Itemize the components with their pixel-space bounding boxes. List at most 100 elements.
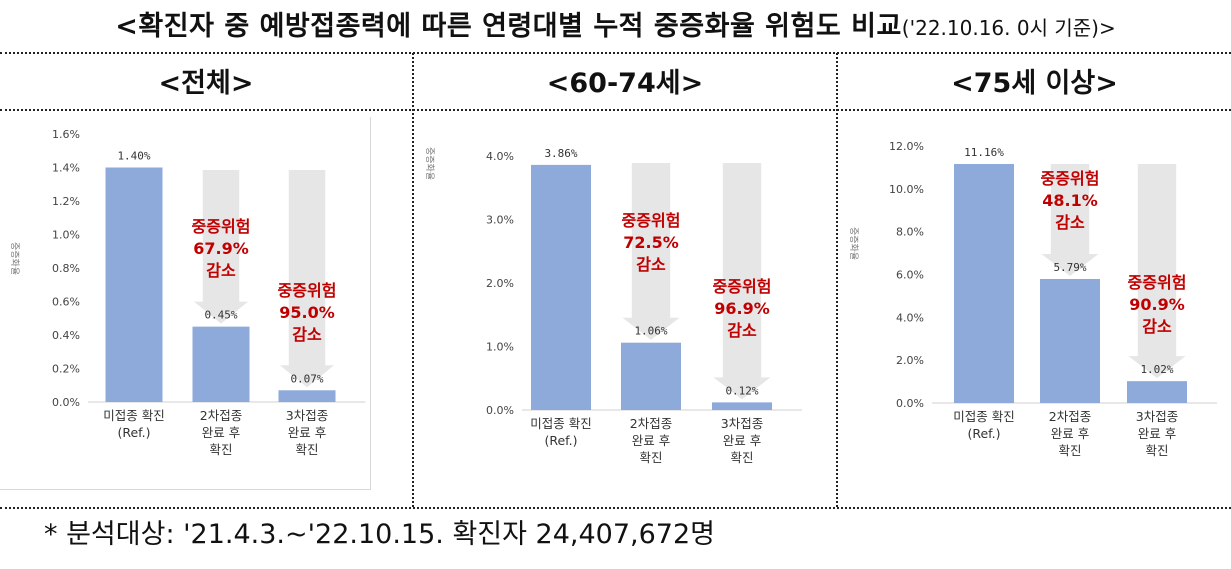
header-divider (0, 109, 1231, 111)
footnote: * 분석대상: '21.4.3.~'22.10.15. 확진자 24,407,6… (44, 519, 715, 550)
y-tick-label: 1.0% (486, 341, 514, 354)
y-tick-label: 12.0% (889, 140, 924, 153)
decrease-arrow (193, 170, 249, 324)
decrease-arrow (713, 163, 771, 400)
y-tick-label: 4.0% (896, 311, 924, 324)
bar (278, 390, 336, 402)
bar-value-label: 11.16% (964, 146, 1004, 159)
bar-value-label: 5.79% (1053, 261, 1086, 274)
chart-60-74: 0.0% 1.0% 2.0% 3.0% 4.0% 중증화율 3.86% 미접종 확진 (Ref.… (414, 112, 836, 504)
category-label: (Ref.) (544, 433, 577, 448)
y-axis-title: 중증화율 (424, 147, 435, 180)
risk-reduction-label: 72.5% (623, 233, 679, 252)
y-tick-label: 1.4% (52, 162, 80, 175)
category-label: 2차접종 (200, 408, 242, 423)
panel-divider-2 (836, 53, 838, 507)
decrease-arrow (279, 170, 335, 388)
risk-reduction-label: 중증위험 (278, 281, 337, 300)
decrease-arrow (1128, 164, 1186, 379)
bar (531, 164, 591, 410)
category-label: 미접종 확진 (103, 408, 164, 423)
category-label: 확진 (1058, 443, 1081, 458)
category-label: 완료 후 (1051, 426, 1089, 441)
y-tick-label: 1.6% (52, 128, 80, 141)
risk-reduction-label: 중증위험 (1128, 273, 1187, 292)
category-label: 완료 후 (723, 433, 761, 448)
y-tick-label: 0.0% (896, 397, 924, 410)
bar (712, 402, 772, 410)
page-title: <확진자 중 예방접종력에 따른 연령대별 누적 중증화율 위험도 비교('22… (0, 4, 1231, 44)
y-tick-label: 8.0% (896, 226, 924, 239)
risk-reduction-label: 90.9% (1129, 295, 1185, 314)
category-label: 3차접종 (721, 416, 763, 431)
category-label: 확진 (295, 442, 318, 457)
risk-reduction-label: 감소 (206, 261, 236, 280)
bar-value-label: 0.12% (725, 384, 758, 397)
y-tick-label: 6.0% (896, 269, 924, 282)
risk-reduction-label: 감소 (1142, 317, 1172, 336)
chart-frame-all (0, 117, 371, 490)
risk-reduction-label: 중증위험 (1041, 169, 1100, 188)
y-tick-label: 1.0% (52, 229, 80, 242)
bar-value-label: 3.86% (544, 147, 577, 160)
chart-60-74-svg: 0.0% 1.0% 2.0% 3.0% 4.0% 중증화율 3.86% 미접종 확진 (Ref.… (424, 147, 802, 465)
category-label: 3차접종 (286, 408, 328, 423)
category-label: 완료 후 (632, 433, 670, 448)
y-axis-title: 중증화율 (9, 242, 20, 275)
category-label: (Ref.) (967, 426, 1000, 441)
y-tick-label: 2.0% (896, 354, 924, 367)
bar (621, 342, 681, 410)
chart-75-plus-svg: 0.0% 2.0% 4.0% 6.0% 8.0% 10.0% 12.0% 중증화율 11.16%… (848, 140, 1217, 458)
risk-reduction-label: 중증위험 (622, 211, 681, 230)
y-tick-label: 10.0% (889, 183, 924, 196)
category-label: 완료 후 (202, 425, 240, 440)
y-tick-label: 0.0% (52, 396, 80, 409)
chart-75-plus: 0.0% 2.0% 4.0% 6.0% 8.0% 10.0% 12.0% 중증화율 11.16%… (838, 112, 1231, 504)
risk-reduction-label: 48.1% (1042, 191, 1098, 210)
category-label: 확진 (639, 450, 662, 465)
decrease-arrow (1041, 164, 1099, 276)
bar-value-label: 1.06% (634, 325, 667, 338)
category-label: 확진 (1145, 443, 1168, 458)
category-label: 확진 (209, 442, 232, 457)
chart-all: 0.0% 0.2% 0.4% 0.6% 0.8% 1.0% 1.2% 1.4% 1.6% 중증화율… (0, 112, 412, 504)
chart-all-svg: 0.0% 0.2% 0.4% 0.6% 0.8% 1.0% 1.2% 1.4% 1.6% 중증화율… (9, 128, 366, 457)
bar (105, 167, 163, 402)
category-label: 확진 (730, 450, 753, 465)
panel-title-75-plus: <75세 이상> (951, 68, 1118, 99)
category-label: 3차접종 (1136, 409, 1178, 424)
risk-reduction-label: 중증위험 (192, 217, 251, 236)
panel-title-all: <전체> (158, 68, 254, 99)
bar (954, 163, 1014, 403)
title-main: <확진자 중 예방접종력에 따른 연령대별 누적 중증화율 위험도 비교 (115, 11, 902, 42)
bar-value-label: 0.45% (204, 309, 237, 322)
risk-reduction-label: 감소 (292, 325, 322, 344)
risk-reduction-label: 중증위험 (713, 277, 772, 296)
decrease-arrow (622, 163, 680, 340)
bar (192, 326, 250, 402)
bar (1127, 381, 1187, 403)
y-tick-label: 3.0% (486, 214, 514, 227)
y-tick-label: 0.6% (52, 296, 80, 309)
category-label: 미접종 확진 (953, 409, 1014, 424)
risk-reduction-label: 감소 (1055, 213, 1085, 232)
risk-reduction-label: 감소 (727, 321, 757, 340)
bar-value-label: 1.02% (1140, 363, 1173, 376)
category-label: 미접종 확진 (530, 416, 591, 431)
category-label: 2차접종 (630, 416, 672, 431)
y-tick-label: 4.0% (486, 150, 514, 163)
category-label: (Ref.) (117, 425, 150, 440)
title-date: ('22.10.16. 0시 기준)> (901, 16, 1116, 40)
y-tick-label: 0.2% (52, 363, 80, 376)
category-label: 2차접종 (1049, 409, 1091, 424)
risk-reduction-label: 67.9% (193, 239, 249, 258)
risk-reduction-label: 감소 (636, 255, 666, 274)
y-tick-label: 0.8% (52, 262, 80, 275)
panel-title-60-74: <60-74세> (546, 68, 704, 99)
category-label: 완료 후 (1138, 426, 1176, 441)
category-label: 완료 후 (288, 425, 326, 440)
y-axis-title: 중증화율 (848, 227, 859, 260)
y-tick-label: 2.0% (486, 277, 514, 290)
bar-value-label: 1.40% (117, 150, 150, 163)
risk-reduction-label: 96.9% (714, 299, 770, 318)
